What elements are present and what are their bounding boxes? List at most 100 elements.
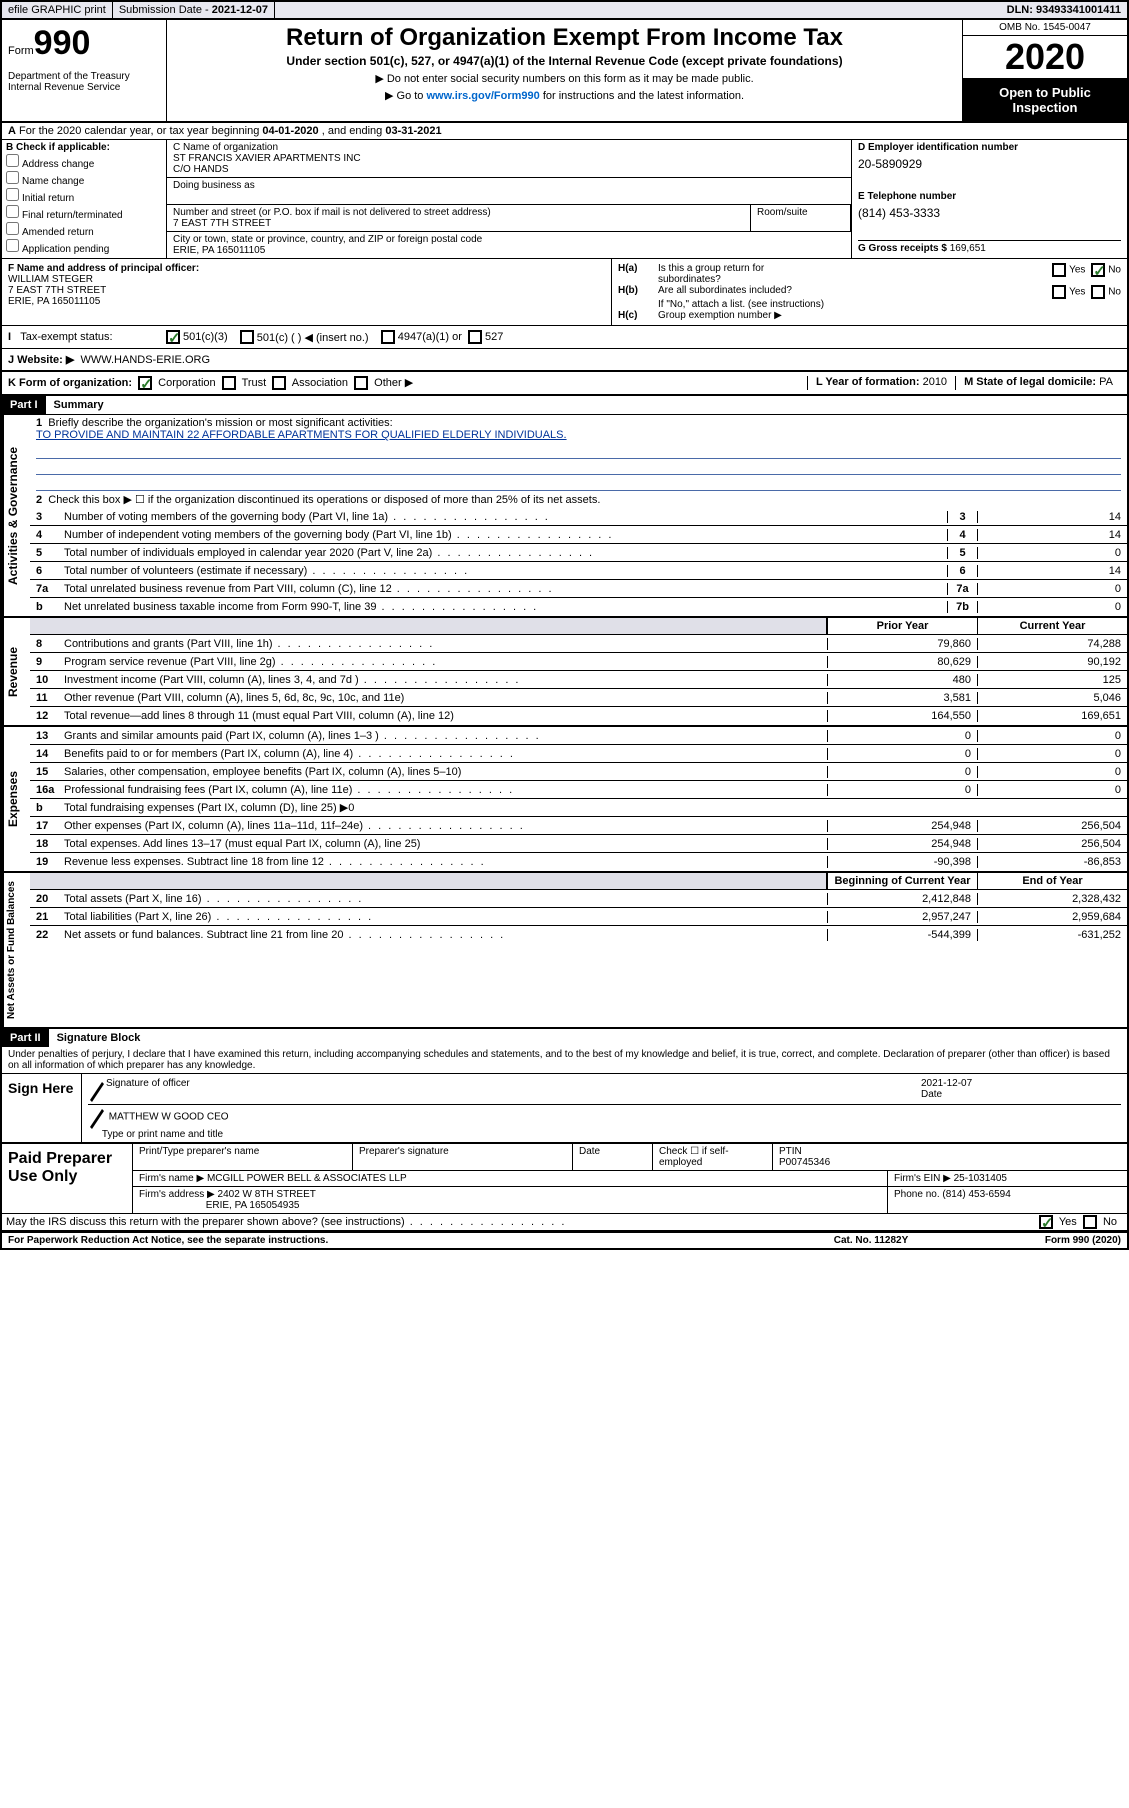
line4: 4Number of independent voting members of…: [30, 526, 1127, 544]
line6: 6Total number of volunteers (estimate if…: [30, 562, 1127, 580]
footer: For Paperwork Reduction Act Notice, see …: [2, 1231, 1127, 1248]
blank-line: [36, 459, 1121, 475]
chk-assoc[interactable]: [272, 376, 286, 390]
col-d: D Employer identification number 20-5890…: [852, 140, 1127, 258]
prior-year-label: Prior Year: [827, 618, 977, 634]
line16a: 16aProfessional fundraising fees (Part I…: [30, 781, 1127, 799]
firm-name: MCGILL POWER BELL & ASSOCIATES LLP: [207, 1173, 407, 1184]
sig-date: 2021-12-07: [921, 1078, 972, 1089]
form-number: 990: [34, 24, 91, 62]
part2-title: Signature Block: [49, 1029, 149, 1047]
col-f: F Name and address of principal officer:…: [2, 259, 612, 325]
mission-text: TO PROVIDE AND MAINTAIN 22 AFFORDABLE AP…: [36, 429, 567, 441]
pen-icon: [88, 1078, 106, 1102]
officer-addr2: ERIE, PA 165011105: [8, 296, 100, 307]
chk-527[interactable]: [468, 330, 482, 344]
line15: 15Salaries, other compensation, employee…: [30, 763, 1127, 781]
website-label: J Website: ▶: [8, 354, 74, 366]
discuss-yes[interactable]: [1039, 1215, 1053, 1229]
section-bcd: B Check if applicable: Address change Na…: [2, 140, 1127, 259]
irs-link[interactable]: www.irs.gov/Form990: [426, 90, 539, 102]
dept-label: Department of the TreasuryInternal Reven…: [8, 71, 160, 93]
line1: 1 Briefly describe the organization's mi…: [30, 415, 1127, 443]
line9: 9Program service revenue (Part VIII, lin…: [30, 653, 1127, 671]
dba-label: Doing business as: [173, 180, 845, 191]
part1-header: Part I Summary: [2, 396, 1127, 414]
chk-501c[interactable]: [240, 330, 254, 344]
year-cell: OMB No. 1545-0047 2020 Open to Public In…: [962, 20, 1127, 121]
form-subtitle: Under section 501(c), 527, or 4947(a)(1)…: [171, 54, 958, 68]
ha-yes[interactable]: [1052, 263, 1066, 277]
chk-corp[interactable]: [138, 376, 152, 390]
firm-name-line: Firm's name ▶ MCGILL POWER BELL & ASSOCI…: [132, 1171, 1127, 1187]
col-b: B Check if applicable: Address change Na…: [2, 140, 167, 258]
netassets-section: Net Assets or Fund Balances Beginning of…: [2, 871, 1127, 1027]
chk-other[interactable]: [354, 376, 368, 390]
line18: 18Total expenses. Add lines 13–17 (must …: [30, 835, 1127, 853]
dba-block: Doing business as: [167, 178, 851, 205]
sign-here-label: Sign Here: [2, 1074, 82, 1142]
col-h: H(a)Is this a group return forsubordinat…: [612, 259, 1127, 325]
chk-501c3[interactable]: [166, 330, 180, 344]
org-name-block: C Name of organization ST FRANCIS XAVIER…: [167, 140, 851, 178]
chk-4947[interactable]: [381, 330, 395, 344]
hc-label: Group exemption number ▶: [658, 310, 1121, 321]
revenue-side-label: Revenue: [2, 618, 30, 725]
ein-value: 20-5890929: [858, 157, 1121, 171]
part2-label: Part II: [2, 1029, 49, 1047]
blank-line: [36, 475, 1121, 491]
line10: 10Investment income (Part VIII, column (…: [30, 671, 1127, 689]
begin-year-label: Beginning of Current Year: [827, 873, 977, 889]
ptin-value: P00745346: [779, 1157, 830, 1168]
netassets-side-label: Net Assets or Fund Balances: [2, 873, 30, 1027]
submission-date: Submission Date - 2021-12-07: [113, 2, 275, 18]
discuss-no[interactable]: [1083, 1215, 1097, 1229]
form-header: Form990 Department of the TreasuryIntern…: [2, 20, 1127, 123]
chk-final[interactable]: Final return/terminated: [6, 205, 162, 221]
end-year-label: End of Year: [977, 873, 1127, 889]
top-bar: efile GRAPHIC print Submission Date - 20…: [2, 2, 1127, 20]
governance-section: Activities & Governance 1 Briefly descri…: [2, 414, 1127, 616]
chk-address[interactable]: Address change: [6, 154, 162, 170]
inspection-label: Open to Public Inspection: [963, 79, 1127, 121]
line17: 17Other expenses (Part IX, column (A), l…: [30, 817, 1127, 835]
firm-addr-line: Firm's address ▶ 2402 W 8TH STREET ERIE,…: [132, 1187, 1127, 1213]
chk-trust[interactable]: [222, 376, 236, 390]
note-link: ▶ Go to www.irs.gov/Form990 for instruct…: [171, 89, 958, 102]
line7a: 7aTotal unrelated business revenue from …: [30, 580, 1127, 598]
revenue-header: Prior YearCurrent Year: [30, 618, 1127, 635]
hb-yes[interactable]: [1052, 285, 1066, 299]
website-value: WWW.HANDS-ERIE.ORG: [80, 354, 210, 366]
line8: 8Contributions and grants (Part VIII, li…: [30, 635, 1127, 653]
part1-label: Part I: [2, 396, 46, 414]
ha-no[interactable]: [1091, 263, 1105, 277]
ein-label: D Employer identification number: [858, 142, 1121, 153]
line11: 11Other revenue (Part VIII, column (A), …: [30, 689, 1127, 707]
chk-name[interactable]: Name change: [6, 171, 162, 187]
addr-street: Number and street (or P.O. box if mail i…: [167, 205, 751, 231]
chk-initial[interactable]: Initial return: [6, 188, 162, 204]
expenses-section: Expenses 13Grants and similar amounts pa…: [2, 725, 1127, 871]
paid-preparer-row: Paid Preparer Use Only Print/Type prepar…: [2, 1143, 1127, 1213]
form-number-cell: Form990 Department of the TreasuryIntern…: [2, 20, 167, 121]
chk-amended[interactable]: Amended return: [6, 222, 162, 238]
officer-name: WILLIAM STEGER: [8, 274, 93, 285]
firm-ein: 25-1031405: [954, 1173, 1007, 1184]
discuss-row: May the IRS discuss this return with the…: [2, 1213, 1127, 1231]
pen-icon: [88, 1105, 106, 1129]
paid-header-line: Print/Type preparer's name Preparer's si…: [132, 1144, 1127, 1171]
phone-label: E Telephone number: [858, 191, 1121, 202]
firm-addr2: ERIE, PA 165054935: [206, 1200, 300, 1211]
org-name: ST FRANCIS XAVIER APARTMENTS INC: [173, 153, 845, 164]
firm-addr1: 2402 W 8TH STREET: [218, 1189, 316, 1200]
line19: 19Revenue less expenses. Subtract line 1…: [30, 853, 1127, 871]
form-title: Return of Organization Exempt From Incom…: [171, 24, 958, 52]
governance-side-label: Activities & Governance: [2, 415, 30, 616]
chk-pending[interactable]: Application pending: [6, 239, 162, 255]
firm-phone: (814) 453-6594: [942, 1189, 1010, 1200]
part2-header: Part II Signature Block: [2, 1027, 1127, 1047]
year-formation: 2010: [923, 376, 947, 388]
state-domicile: PA: [1099, 376, 1113, 388]
netassets-header: Beginning of Current YearEnd of Year: [30, 873, 1127, 890]
hb-no[interactable]: [1091, 285, 1105, 299]
